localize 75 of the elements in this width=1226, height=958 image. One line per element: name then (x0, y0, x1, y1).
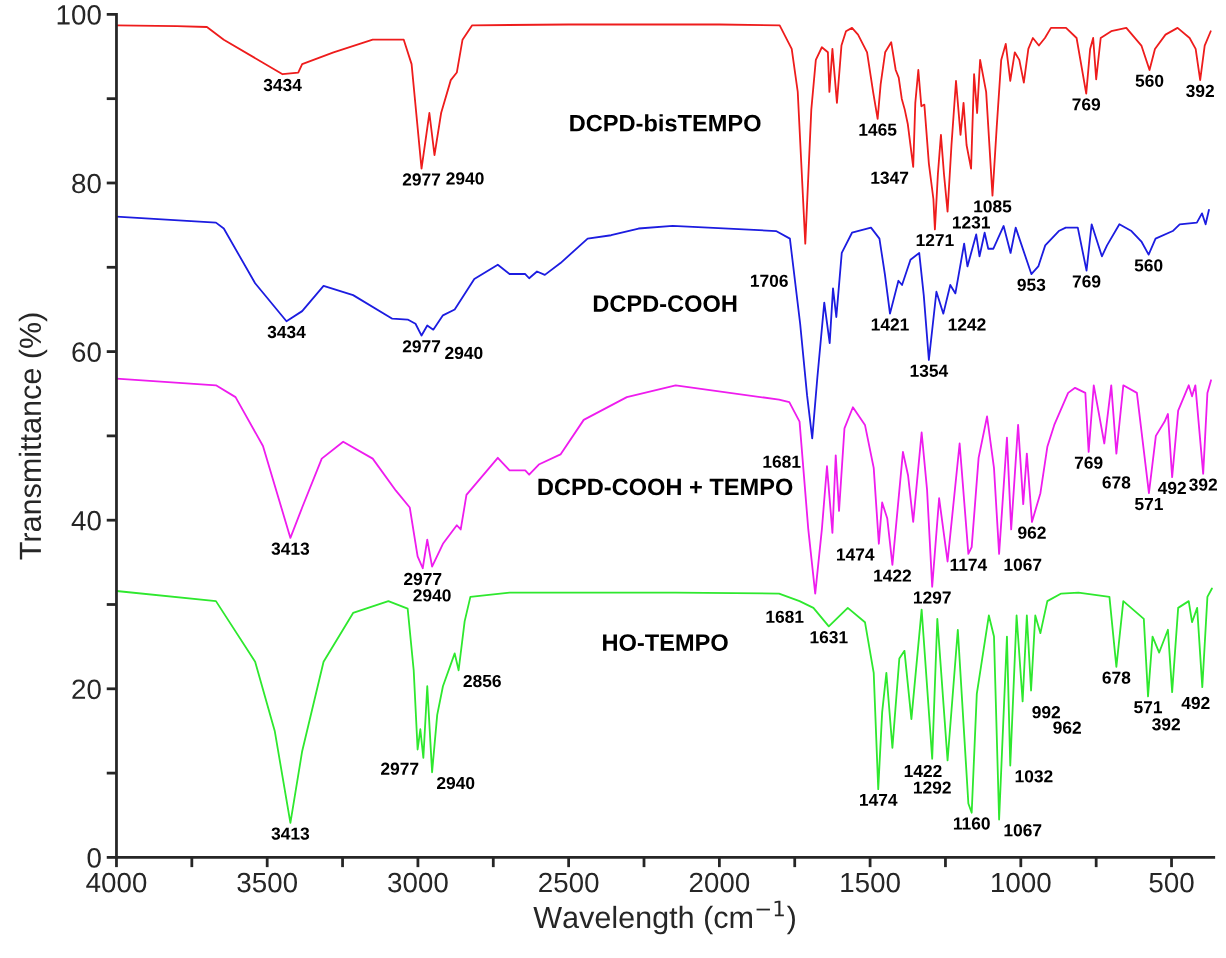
y-tick-label: 40 (71, 510, 101, 531)
annotation: 1422 (904, 764, 942, 778)
annotation: 3413 (271, 827, 310, 840)
annotation: 392 (1152, 718, 1180, 731)
annotation: 992 (1032, 706, 1061, 719)
annotation: 1421 (871, 318, 909, 331)
annotation: 953 (1017, 278, 1046, 291)
annotation: 1067 (1004, 824, 1042, 837)
x-tick-label: 3500 (237, 872, 298, 893)
x-tick-label: 4000 (86, 872, 147, 893)
annotation: 1354 (910, 364, 949, 377)
annotation: 392 (1186, 84, 1214, 98)
annotation: 678 (1102, 476, 1131, 489)
y-axis-title: Transmittance (%) (18, 313, 48, 560)
x-tick-label: 2500 (539, 872, 599, 893)
y-tick-label: 0 (87, 848, 101, 868)
annotation: 1422 (874, 569, 912, 582)
annotation: 1297 (913, 591, 951, 604)
annotation: 1067 (1004, 558, 1042, 571)
annotation: 2940 (445, 346, 483, 360)
annotation: 1681 (766, 610, 804, 623)
x-axis-title: Wavelength (cm$^{−1}$) (533, 900, 795, 935)
annotation: 3434 (263, 78, 302, 92)
annotation: 1242 (948, 318, 986, 331)
annotation: 1706 (750, 274, 788, 287)
annotation: 1474 (837, 548, 875, 561)
annotation: 1231 (952, 216, 990, 229)
series-label: DCPD-bisTEMPO (570, 114, 761, 132)
series-label: DCPD-COOH (593, 295, 737, 312)
annotation: 1474 (860, 793, 898, 806)
x-tick-label: 2000 (689, 872, 750, 893)
annotation: 962 (1053, 721, 1081, 734)
annotation: 1174 (950, 558, 988, 571)
annotation: 1032 (1015, 770, 1053, 783)
y-tick-label: 80 (72, 173, 101, 194)
x-tick-label: 500 (1149, 872, 1194, 893)
annotation: 3434 (267, 325, 306, 339)
annotation: 560 (1134, 259, 1163, 272)
y-tick-label: 100 (57, 5, 101, 25)
annotation: 962 (1018, 526, 1046, 539)
annotation: 2977 (402, 173, 441, 186)
x-tick-label: 3000 (388, 872, 448, 893)
y-tick-label: 60 (72, 342, 101, 362)
annotation: 560 (1135, 74, 1164, 87)
annotation: 492 (1157, 481, 1186, 495)
annotation: 492 (1181, 696, 1210, 710)
annotation: 2977 (381, 762, 419, 775)
annotation: 1160 (953, 817, 990, 830)
annotation: 2977 (404, 572, 442, 586)
annotation: 1631 (810, 631, 848, 644)
line-series (116, 23, 1212, 245)
y-tick-label: 20 (72, 679, 101, 700)
annotation: 1271 (916, 233, 954, 247)
x-tick-label: 1500 (841, 872, 900, 893)
annotation: 1465 (859, 123, 897, 136)
annotation: 678 (1102, 671, 1131, 684)
annotation: 392 (1189, 478, 1217, 491)
annotation: 769 (1074, 456, 1103, 469)
annotation: 2940 (446, 172, 484, 185)
annotation: 1347 (871, 171, 909, 184)
annotation: 571 (1134, 701, 1163, 714)
series-label: DCPD-COOH + TEMPO (538, 478, 793, 496)
annotation: 571 (1134, 498, 1163, 511)
annotation: 1085 (974, 200, 1012, 213)
annotation: 2856 (463, 674, 501, 688)
x-tick-label: 1000 (992, 872, 1051, 893)
annotation: 3413 (271, 542, 310, 555)
annotation: 2940 (413, 589, 451, 602)
annotation: 769 (1072, 98, 1101, 111)
annotation: 769 (1072, 275, 1101, 288)
annotation: 1681 (763, 455, 801, 468)
series-label: HO-TEMPO (603, 634, 728, 651)
annotation: 2977 (402, 340, 441, 353)
annotation: 2940 (436, 776, 475, 790)
annotation: 1292 (913, 781, 951, 794)
